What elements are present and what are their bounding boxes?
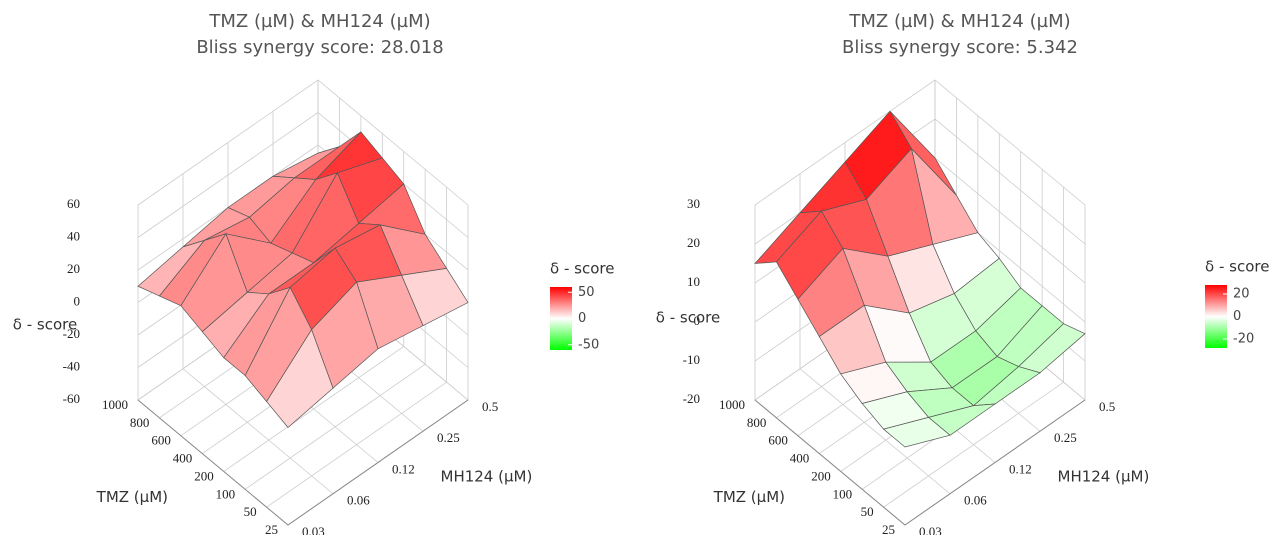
z-tick-label: 30 — [687, 196, 700, 211]
colorbar — [550, 287, 572, 350]
colorbar-tick-label: 50 — [578, 285, 595, 300]
x-tick-label: 200 — [194, 468, 214, 483]
x-axis-title: TMZ (µM) — [96, 488, 168, 506]
x-tick-label: 50 — [244, 504, 257, 519]
axis-line — [754, 399, 1086, 526]
colorbar-tick-label: -20 — [1233, 332, 1254, 347]
y-tick-label: 0.12 — [392, 461, 415, 476]
chart-subtitle: Bliss synergy score: 5.342 — [842, 37, 1078, 58]
y-tick-label: 0.06 — [347, 493, 370, 508]
z-tick-label: -10 — [683, 352, 700, 367]
x-tick-label: 100 — [833, 486, 853, 501]
axis-line — [137, 399, 469, 526]
x-tick-label: 50 — [861, 504, 874, 519]
z-tick-label: 10 — [687, 274, 700, 289]
x-tick-label: 25 — [882, 522, 895, 535]
x-tick-label: 25 — [265, 522, 278, 535]
grid-line — [137, 111, 469, 238]
colorbar-title: δ - score — [1205, 258, 1269, 276]
x-tick-label: 200 — [811, 468, 831, 483]
colorbar-tick-label: 0 — [578, 311, 586, 326]
z-tick-label: 0 — [74, 293, 81, 308]
x-tick-label: 800 — [130, 415, 150, 430]
z-tick-label: -40 — [63, 358, 80, 373]
z-axis-title: δ - score — [13, 316, 77, 334]
z-tick-label: 20 — [67, 261, 80, 276]
x-tick-label: 800 — [747, 415, 767, 430]
x-tick-label: 1000 — [102, 397, 128, 412]
z-tick-label: 0 — [694, 313, 701, 328]
x-tick-label: 100 — [216, 486, 236, 501]
y-tick-label: 0.03 — [302, 524, 325, 535]
z-tick-label: 40 — [67, 228, 80, 243]
y-axis-title: MH124 (µM) — [1058, 467, 1150, 485]
z-tick-label: -60 — [63, 391, 80, 406]
y-tick-label: 0.06 — [964, 493, 987, 508]
grid-line — [754, 79, 1086, 206]
z-tick-label: 60 — [67, 196, 80, 211]
y-tick-label: 0.25 — [1054, 430, 1077, 445]
x-axis-title: TMZ (µM) — [713, 488, 785, 506]
x-tick-label: 1000 — [719, 397, 745, 412]
y-tick-label: 0.25 — [437, 430, 460, 445]
z-tick-label: -20 — [683, 391, 700, 406]
y-tick-label: 0.12 — [1009, 461, 1032, 476]
y-tick-label: 0.5 — [482, 399, 498, 414]
chart-title: TMZ (µM) & MH124 (µM) — [208, 11, 430, 32]
y-tick-label: 0.03 — [919, 524, 942, 535]
colorbar-tick-label: 20 — [1233, 287, 1250, 302]
chart-title: TMZ (µM) & MH124 (µM) — [848, 11, 1070, 32]
surface-cell — [882, 417, 951, 448]
y-axis-title: MH124 (µM) — [441, 467, 533, 485]
x-tick-label: 600 — [768, 433, 788, 448]
x-tick-label: 400 — [173, 451, 193, 466]
x-tick-label: 400 — [790, 451, 810, 466]
colorbar-title: δ - score — [550, 260, 614, 278]
surface-cell — [266, 328, 334, 429]
y-tick-label: 0.5 — [1099, 399, 1115, 414]
colorbar-tick-label: -50 — [578, 337, 599, 352]
z-tick-label: 20 — [687, 235, 700, 250]
colorbar-tick-label: 0 — [1233, 309, 1241, 324]
z-tick-label: -20 — [63, 326, 80, 341]
z-axis-title: δ - score — [656, 309, 720, 327]
chart-subtitle: Bliss synergy score: 28.018 — [196, 37, 443, 58]
colorbar — [1205, 285, 1227, 348]
x-tick-label: 600 — [151, 433, 171, 448]
grid-line — [137, 79, 469, 206]
